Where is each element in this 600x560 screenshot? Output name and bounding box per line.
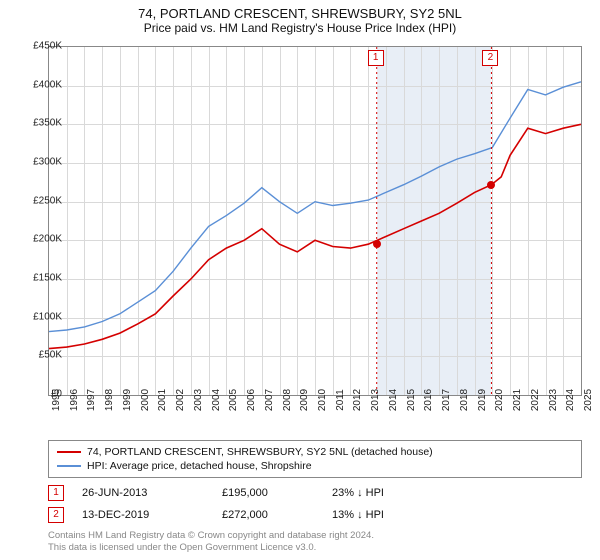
sale-marker-icon: 1 [48,485,64,501]
x-axis-label: 2016 [423,389,434,411]
page-subtitle: Price paid vs. HM Land Registry's House … [0,21,600,39]
sale-price: £272,000 [222,509,332,521]
legend: 74, PORTLAND CRESCENT, SHREWSBURY, SY2 5… [48,440,582,478]
sale-date: 26-JUN-2013 [82,487,222,499]
x-axis-label: 2015 [406,389,417,411]
x-axis-label: 2020 [494,389,505,411]
legend-swatch-hpi [57,465,81,467]
page-title: 74, PORTLAND CRESCENT, SHREWSBURY, SY2 5… [0,0,600,21]
x-axis-label: 1997 [86,389,97,411]
x-axis-label: 2004 [211,389,222,411]
sale-row: 1 26-JUN-2013 £195,000 23% ↓ HPI [48,482,582,504]
x-axis-label: 2022 [530,389,541,411]
x-axis-label: 2012 [352,389,363,411]
x-axis-label: 1998 [104,389,115,411]
x-axis-label: 2000 [140,389,151,411]
x-axis-label: 2001 [157,389,168,411]
chart-lines [49,47,581,395]
legend-label: HPI: Average price, detached house, Shro… [87,460,312,472]
x-axis-label: 2018 [459,389,470,411]
x-axis-label: 2025 [583,389,594,411]
x-axis-label: 1996 [69,389,80,411]
legend-item: HPI: Average price, detached house, Shro… [57,459,573,473]
series-property [49,124,581,348]
x-axis-label: 2011 [335,389,346,411]
y-axis-label: £100K [33,311,62,322]
chart-marker: 2 [482,50,498,66]
y-axis-label: £300K [33,157,62,168]
x-axis-label: 2021 [512,389,523,411]
x-axis-label: 2023 [548,389,559,411]
legend-item: 74, PORTLAND CRESCENT, SHREWSBURY, SY2 5… [57,445,573,459]
sale-date: 13-DEC-2019 [82,509,222,521]
x-axis-label: 2009 [299,389,310,411]
x-axis-label: 2007 [264,389,275,411]
y-axis-label: £200K [33,234,62,245]
chart-container: 74, PORTLAND CRESCENT, SHREWSBURY, SY2 5… [0,0,600,560]
sale-marker-icon: 2 [48,507,64,523]
sale-point [373,240,381,248]
license-text: Contains HM Land Registry data © Crown c… [48,530,582,554]
x-axis-label: 2024 [565,389,576,411]
y-axis-label: £250K [33,195,62,206]
x-axis-label: 2010 [317,389,328,411]
x-axis-label: 1999 [122,389,133,411]
x-axis-label: 2002 [175,389,186,411]
x-axis-label: 2006 [246,389,257,411]
chart-marker: 1 [368,50,384,66]
x-axis-label: 2013 [370,389,381,411]
x-axis-label: 2014 [388,389,399,411]
x-axis-label: 2005 [228,389,239,411]
sale-row: 2 13-DEC-2019 £272,000 13% ↓ HPI [48,504,582,526]
y-axis-label: £450K [33,41,62,52]
y-axis-label: £50K [39,350,62,361]
license-line2: This data is licensed under the Open Gov… [48,542,316,553]
x-axis-label: 2008 [282,389,293,411]
y-axis-label: £400K [33,79,62,90]
x-axis-label: 2017 [441,389,452,411]
legend-label: 74, PORTLAND CRESCENT, SHREWSBURY, SY2 5… [87,446,433,458]
license-line1: Contains HM Land Registry data © Crown c… [48,530,374,541]
sale-diff: 23% ↓ HPI [332,487,452,499]
sale-diff: 13% ↓ HPI [332,509,452,521]
plot-area [48,46,582,396]
x-axis-label: 2019 [477,389,488,411]
sale-point [487,181,495,189]
x-axis-label: 2003 [193,389,204,411]
y-axis-label: £150K [33,273,62,284]
y-axis-label: £350K [33,118,62,129]
sale-price: £195,000 [222,487,332,499]
series-hpi [49,82,581,332]
x-axis-label: 1995 [51,389,62,411]
legend-swatch-property [57,451,81,453]
sales-table: 1 26-JUN-2013 £195,000 23% ↓ HPI 2 13-DE… [48,482,582,526]
